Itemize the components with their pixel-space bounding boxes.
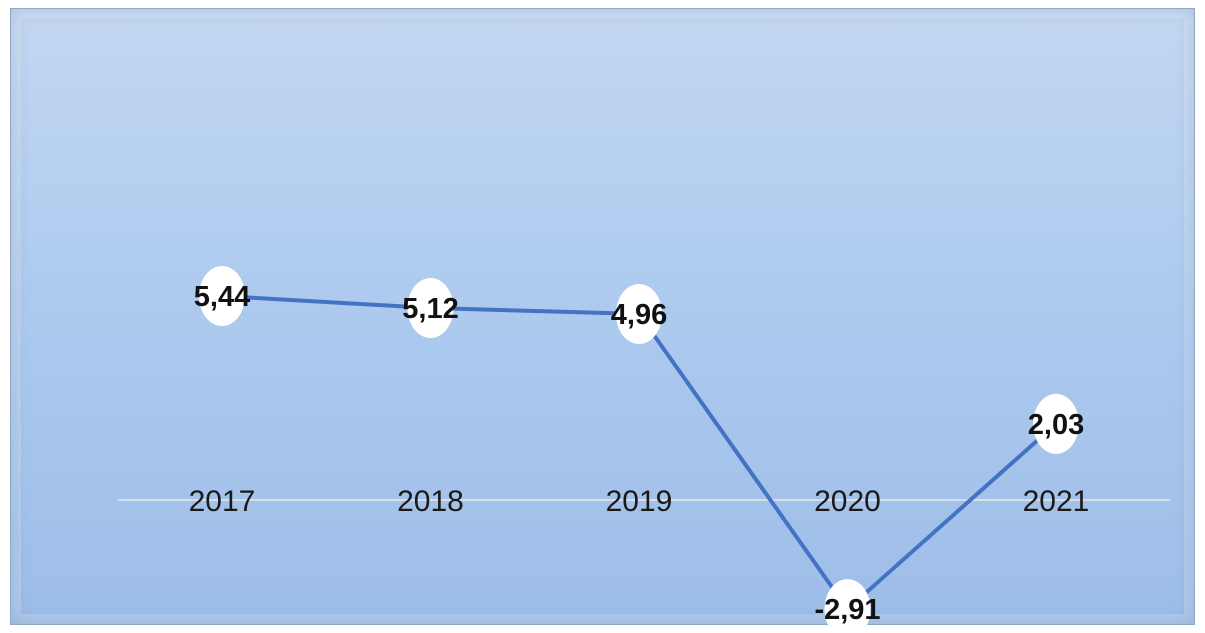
data-point-2017	[199, 266, 245, 326]
x-tick-label-2018: 2018	[397, 485, 464, 518]
data-label-2018: 5,12	[402, 293, 458, 325]
data-label-2019: 4,96	[611, 299, 667, 331]
x-tick-label-2019: 2019	[606, 485, 673, 518]
data-labels: 5,44 5,12 4,96 -2,91 2,03	[194, 281, 1084, 626]
data-point-2019	[616, 284, 662, 344]
x-tick-label-2021: 2021	[1023, 485, 1090, 518]
markers	[199, 266, 1079, 633]
x-tick-label-2017: 2017	[189, 485, 256, 518]
data-label-2017: 5,44	[194, 281, 250, 313]
data-label-2021: 2,03	[1028, 409, 1084, 441]
x-tick-label-2020: 2020	[814, 485, 881, 518]
data-label-2020: -2,91	[814, 594, 880, 626]
data-point-2018	[407, 278, 454, 338]
data-point-2021	[1033, 393, 1079, 454]
tick-labels: 2017 2018 2019 2020 2021	[189, 485, 1090, 518]
data-point-2020	[824, 579, 871, 633]
